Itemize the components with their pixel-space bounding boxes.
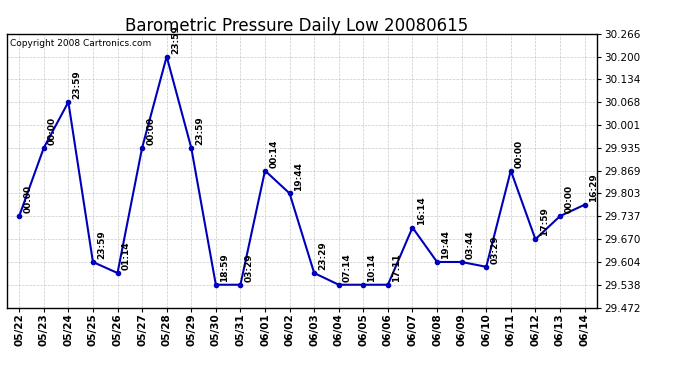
Text: 00:00: 00:00 — [146, 117, 155, 145]
Text: 17:11: 17:11 — [392, 253, 401, 282]
Text: 23:29: 23:29 — [318, 242, 327, 270]
Text: 23:59: 23:59 — [171, 25, 180, 54]
Text: 16:29: 16:29 — [589, 173, 598, 202]
Text: 19:44: 19:44 — [294, 162, 303, 190]
Text: 00:00: 00:00 — [23, 185, 32, 213]
Text: 00:00: 00:00 — [564, 185, 573, 213]
Text: 23:59: 23:59 — [195, 116, 204, 145]
Text: 07:14: 07:14 — [343, 253, 352, 282]
Text: 00:00: 00:00 — [48, 117, 57, 145]
Text: 03:44: 03:44 — [466, 231, 475, 259]
Text: Copyright 2008 Cartronics.com: Copyright 2008 Cartronics.com — [10, 39, 151, 48]
Text: 00:00: 00:00 — [515, 140, 524, 168]
Text: 16:14: 16:14 — [417, 196, 426, 225]
Text: Barometric Pressure Daily Low 20080615: Barometric Pressure Daily Low 20080615 — [125, 17, 469, 35]
Text: 23:59: 23:59 — [72, 70, 81, 99]
Text: 10:14: 10:14 — [368, 254, 377, 282]
Text: 19:44: 19:44 — [441, 230, 451, 259]
Text: 00:14: 00:14 — [269, 140, 278, 168]
Text: 03:29: 03:29 — [491, 236, 500, 264]
Text: 23:59: 23:59 — [97, 231, 106, 259]
Text: 17:59: 17:59 — [540, 208, 549, 237]
Text: 01:14: 01:14 — [121, 242, 130, 270]
Text: 03:29: 03:29 — [244, 254, 254, 282]
Text: 18:59: 18:59 — [220, 253, 229, 282]
